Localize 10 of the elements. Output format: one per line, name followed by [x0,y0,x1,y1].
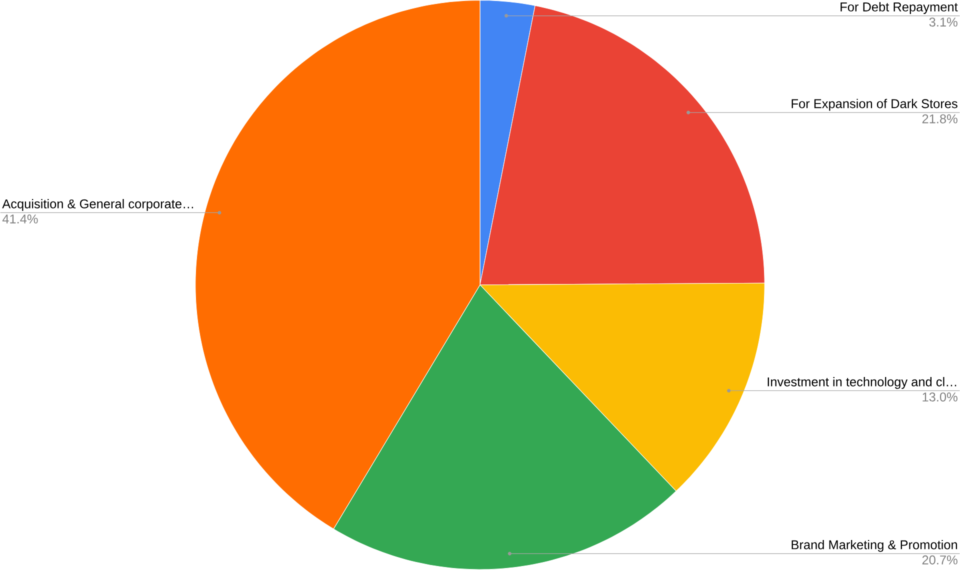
data-label: 41.4% [2,214,38,224]
data-label: 3.1% [929,18,958,27]
data-label: 21.8% [922,114,958,124]
slice-label: Acquisition & General corporate… [2,199,194,212]
data-label: 13.0% [922,392,958,402]
slice-label: Brand Marketing & Promotion [792,540,958,552]
slice-label: Investment in technology and cl… [768,377,956,390]
data-label: 20.7% [922,556,958,565]
slice-label: For Debt Repayment [840,2,958,14]
slice-label: For Expansion of Dark Stores [792,98,958,111]
